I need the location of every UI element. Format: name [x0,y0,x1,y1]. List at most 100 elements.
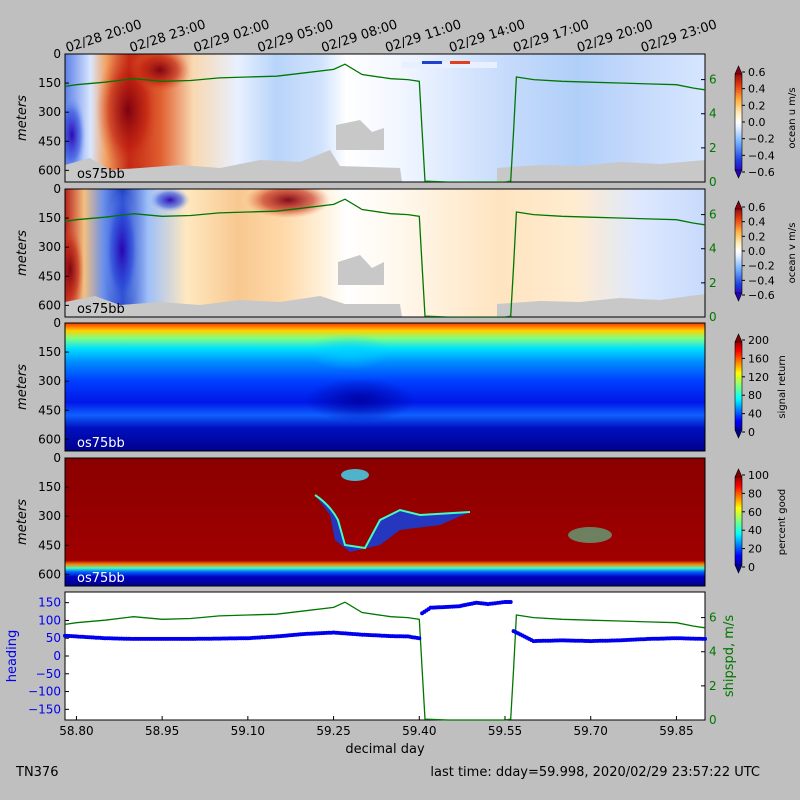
v-frame [64,188,706,318]
pg-top-cyan [341,469,369,481]
u-stripe-red [450,61,470,64]
heading-point [417,636,422,641]
hs-y-ticks: 150 100 50 0 −50 −100 −150 [28,596,69,716]
v-blue-band [104,190,140,310]
pg-right-cyan [568,527,612,543]
y-tick-label: 300 [38,374,61,388]
colorbar-tick-label: −0.2 [748,260,775,273]
colorbar-tick-label: −0.4 [748,274,775,287]
panel-heading-speed: 150 100 50 0 −50 −100 −150 0 2 4 6 58.80 58.95 59.1… [5,591,737,757]
y-tick-label: 0 [53,451,61,465]
u-colorbar-ticks: 0.6 0.4 0.2 0.0 −0.2 −0.4 −0.6 [742,66,775,179]
pg-colorbar-label: percent good [777,489,788,555]
colorbar-tick-label: 0 [748,561,755,574]
cruise-id: TN376 [15,765,58,780]
u-shipspd-line [65,63,705,182]
sig-colorbar-bottom-arrow [734,429,743,439]
colorbar-tick-label: 60 [748,506,762,519]
x-tick-label: 59.25 [316,724,350,738]
v-colorbar-bottom-arrow [734,292,743,302]
y-tick-label: 150 [38,345,61,359]
v-colorbar-ticks: 0.6 0.40.2 0.0 −0.2−0.4 −0.6 [742,201,775,302]
right-tick-label: 4 [709,107,717,121]
pg-instrument-label: os75bb [77,571,125,586]
u-missing-bottom [65,150,402,182]
colorbar-tick-label: 120 [748,371,769,384]
colorbar-tick-label: −0.2 [748,133,775,146]
v-instrument-label: os75bb [77,302,125,317]
heading-point [703,636,707,641]
u-colorbar: 0.6 0.4 0.2 0.0 −0.2 −0.4 −0.6 ocean u m/s [734,65,798,179]
colorbar-tick-label: 80 [748,487,762,500]
v-colorbar-top-arrow [734,200,743,210]
v-shipspd-line [65,198,705,317]
x-tick-label: 59.70 [574,724,608,738]
speed-tick-label: 2 [709,679,717,693]
heading-tick-label: −150 [28,702,61,716]
v-colorbar: 0.6 0.40.2 0.0 −0.2−0.4 −0.6 ocean v m/s [734,200,798,302]
y-tick-label: 300 [38,509,61,523]
x-tick-label: 58.80 [59,724,93,738]
sig-colorbar-ticks: 200 160 120 80 40 0 [742,334,769,439]
right-tick-label: 0 [709,310,717,324]
pg-colorbar-bottom-arrow [734,564,743,574]
y-tick-label: 600 [38,567,61,581]
u-ylabel: meters [15,95,30,141]
colorbar-tick-label: −0.4 [748,149,775,162]
colorbar-tick-label: 0.6 [748,201,766,214]
heading-tick-label: 50 [46,631,61,645]
u-instrument-label: os75bb [77,167,125,182]
u-stripe [422,61,442,64]
hs-heading-dots [63,600,707,644]
u-missing-right [497,160,705,182]
colorbar-tick-label: 40 [748,408,762,421]
y-tick-label: 300 [38,105,61,119]
sig-frame [64,322,706,452]
right-tick-label: 6 [709,208,717,222]
y-tick-label: 300 [38,240,61,254]
pg-y-ticks: 0 150 300 450 600 [38,451,69,581]
hs-shipspd-line [64,601,706,721]
u-colorbar-label: ocean u m/s [787,87,798,148]
pg-low-feature [315,495,470,552]
right-tick-label: 4 [709,242,717,256]
right-tick-label: 6 [709,73,717,87]
colorbar-tick-label: 0.6 [748,66,766,79]
u-missing-mid [336,120,384,150]
v-missing-bottom [65,296,402,317]
colorbar-tick-label: 0.0 [748,116,766,129]
colorbar-tick-label: 0.2 [748,230,766,243]
heading-tick-label: −50 [36,667,61,681]
colorbar-tick-label: 40 [748,524,762,537]
sig-instrument-label: os75bb [77,436,125,451]
pg-frame [64,457,706,587]
right-tick-label: 0 [709,175,717,189]
y-tick-label: 600 [38,432,61,446]
v-missing-right [497,294,705,317]
y-tick-label: 150 [38,480,61,494]
sig-colorbar-top-arrow [734,333,743,343]
y-tick-label: 0 [53,316,61,330]
x-tick-label: 59.10 [231,724,265,738]
sig-colorbar-bar [734,339,743,433]
y-tick-label: 0 [53,182,61,196]
y-tick-label: 450 [38,269,61,283]
colorbar-tick-label: 200 [748,334,769,347]
u-right-ticks: 0 2 4 6 [701,73,717,189]
sig-y-ticks: 0 150 300 450 600 [38,316,69,446]
last-time-readout: last time: dday=59.998, 2020/02/29 23:57… [430,765,760,780]
hs-xlabel: decimal day [345,742,425,757]
colorbar-tick-label: 0.0 [748,245,766,258]
pg-ylabel: meters [15,499,30,545]
pg-colorbar: 100 80 60 40 20 0 percent good [734,468,788,574]
v-missing-mid [338,255,384,285]
u-y-ticks: 0 150 300 450 600 [38,47,69,177]
speed-tick-label: 0 [709,713,717,727]
y-tick-label: 450 [38,134,61,148]
heading-tick-label: 100 [38,613,61,627]
v-right-ticks: 0 2 4 6 [701,208,717,324]
colorbar-tick-label: 0.4 [748,216,766,229]
panel-ocean-u: 0 150 300 450 600 0 2 4 6 meters os75bb 02/28 2… [15,17,798,189]
y-tick-label: 0 [53,47,61,61]
